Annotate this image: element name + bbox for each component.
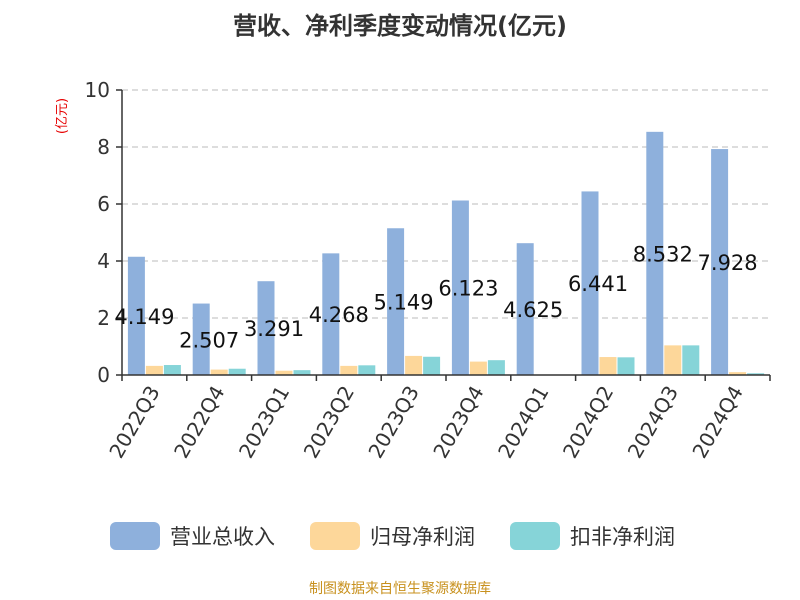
y-tick-label: 8 xyxy=(97,135,110,159)
bar xyxy=(405,355,423,375)
bar xyxy=(516,243,534,375)
bar xyxy=(729,372,747,375)
bar xyxy=(387,228,405,375)
y-tick-label: 6 xyxy=(97,192,110,216)
x-tick-label: 2024Q1 xyxy=(493,382,553,463)
bar xyxy=(664,345,682,375)
data-label: 6.441 xyxy=(568,272,628,296)
data-label: 5.149 xyxy=(374,291,434,315)
bar xyxy=(358,365,376,375)
y-tick-label: 0 xyxy=(97,363,110,387)
bar xyxy=(487,360,505,375)
legend-swatch xyxy=(110,522,160,550)
data-label: 7.928 xyxy=(698,251,758,275)
bar xyxy=(228,368,246,375)
legend-label: 归母净利润 xyxy=(370,525,475,549)
x-tick-label: 2023Q4 xyxy=(428,382,488,463)
x-tick-label: 2022Q3 xyxy=(104,382,164,463)
bar xyxy=(747,373,765,375)
y-tick-label: 2 xyxy=(97,306,110,330)
bar xyxy=(423,356,441,375)
legend-label: 扣非净利润 xyxy=(570,525,675,549)
bar xyxy=(682,345,700,375)
x-tick-label: 2023Q2 xyxy=(299,382,359,463)
bar xyxy=(293,370,311,375)
source-note: 制图数据来自恒生聚源数据库 xyxy=(309,581,491,597)
bar xyxy=(711,149,729,375)
y-tick-label: 4 xyxy=(97,249,110,273)
bar xyxy=(646,131,664,375)
bar xyxy=(581,191,599,375)
legend: 营业总收入 归母净利润 扣非净利润 xyxy=(110,522,675,550)
data-label: 3.291 xyxy=(244,317,304,341)
bar xyxy=(192,303,210,375)
legend-swatch xyxy=(510,522,560,550)
bar xyxy=(145,365,163,375)
bar xyxy=(163,365,181,375)
bar xyxy=(599,357,617,375)
bar xyxy=(340,365,358,375)
y-axis-label: (亿元) xyxy=(55,98,70,134)
y-tick-label: 10 xyxy=(85,78,110,102)
bar xyxy=(210,369,228,375)
x-tick-label: 2024Q3 xyxy=(623,382,683,463)
data-label: 8.532 xyxy=(633,242,693,266)
x-tick-label: 2023Q3 xyxy=(363,382,423,463)
data-label: 4.149 xyxy=(114,305,174,329)
x-tick-label: 2024Q2 xyxy=(558,382,618,463)
bar xyxy=(617,357,635,375)
bar xyxy=(127,256,145,375)
bar xyxy=(451,200,469,375)
bars xyxy=(127,131,765,375)
bar xyxy=(257,281,275,375)
data-label: 2.507 xyxy=(179,328,239,352)
bar xyxy=(469,361,487,375)
x-tick-label: 2023Q1 xyxy=(234,382,294,463)
data-label: 4.625 xyxy=(503,298,563,322)
data-label: 4.268 xyxy=(309,303,369,327)
legend-swatch xyxy=(310,522,360,550)
legend-label: 营业总收入 xyxy=(170,525,275,549)
bar xyxy=(275,370,293,375)
data-label: 6.123 xyxy=(438,277,498,301)
x-tick-label: 2024Q4 xyxy=(687,382,747,463)
bar xyxy=(322,253,340,375)
chart-title: 营收、净利季度变动情况(亿元) xyxy=(233,12,567,40)
x-tick-label: 2022Q4 xyxy=(169,382,229,463)
